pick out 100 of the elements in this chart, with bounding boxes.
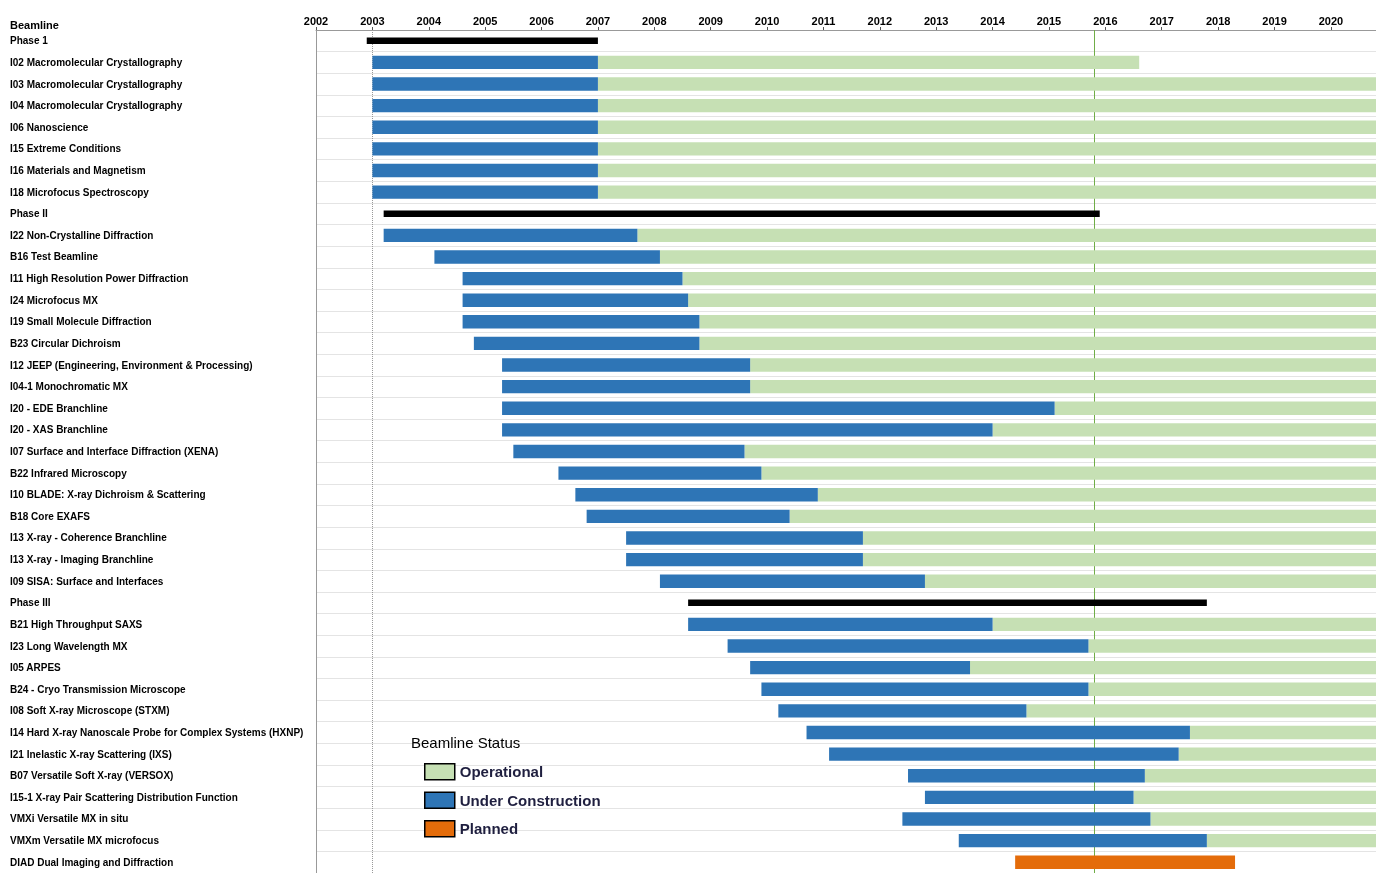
bar — [462, 293, 689, 307]
bar — [372, 77, 598, 91]
y-tick-label: I02 Macromolecular Crystallography — [10, 56, 183, 68]
y-tick-label: B24 - Cryo Transmission Microscope — [10, 683, 187, 695]
y-tick-label: I20 - XAS Branchline — [10, 424, 109, 436]
bar — [924, 574, 1376, 588]
bar — [659, 574, 925, 588]
y-tick-label: I05 ARPES — [10, 662, 62, 674]
bar — [366, 37, 598, 45]
x-tick-label: 2005 — [472, 14, 498, 27]
x-tick-label: 2009 — [698, 14, 723, 27]
y-tick-label: I18 Microfocus Spectroscopy — [10, 186, 150, 198]
bar — [1026, 704, 1376, 718]
y-tick-label: Phase III — [10, 597, 51, 609]
y-tick-label: B16 Test Beamline — [10, 251, 99, 263]
bar — [637, 228, 1376, 243]
legend-label: Under Construction — [459, 791, 601, 809]
bar — [558, 466, 762, 480]
bar — [372, 55, 598, 70]
y-tick-label: DIAD Dual Imaging and Diffraction — [10, 856, 174, 868]
bar — [372, 185, 598, 199]
y-tick-label: I23 Long Wavelength MX — [10, 640, 128, 652]
bar — [750, 358, 1376, 372]
y-tick-label: I12 JEEP (Engineering, Environment & Processing) — [10, 359, 253, 371]
y-tick-label: B22 Infrared Microscopy — [10, 467, 128, 479]
bar — [1144, 769, 1376, 783]
x-tick-label: 2008 — [642, 14, 667, 27]
y-tick-label: I07 Surface and Interface Diffraction (XENA) — [10, 446, 219, 457]
bar — [1054, 401, 1376, 415]
bar — [1178, 747, 1376, 761]
y-tick-label: I13 X-ray - Imaging Branchline — [10, 554, 154, 566]
y-tick-label: B21 High Throughput SAXS — [10, 618, 143, 630]
y-tick-label: I09 SISA: Surface and Interfaces — [10, 575, 164, 587]
bar — [502, 379, 751, 394]
legend-label: Planned — [459, 820, 519, 838]
bar — [744, 444, 1376, 459]
bar — [462, 271, 683, 286]
bar — [688, 599, 1207, 607]
bar — [513, 444, 745, 459]
bar — [1133, 790, 1376, 805]
bar — [502, 358, 751, 372]
y-tick-label: I04-1 Monochromatic MX — [10, 381, 129, 393]
bar — [992, 617, 1376, 632]
x-tick-label: 2018 — [1205, 14, 1231, 27]
y-tick-label: B18 Core EXAFS — [10, 510, 91, 522]
x-tick-label: 2014 — [980, 14, 1006, 27]
y-tick-label: I13 X-ray - Coherence Branchline — [10, 532, 168, 544]
bar — [383, 210, 1100, 217]
bar — [659, 250, 1376, 264]
bar — [597, 142, 1376, 156]
y-tick-label: I15 Extreme Conditions — [10, 143, 122, 155]
y-tick-label: I20 - EDE Branchline — [10, 402, 109, 414]
x-tick-label: 2015 — [1036, 14, 1062, 27]
x-tick-label: 2002 — [303, 14, 329, 27]
bar — [761, 682, 1089, 696]
x-tick-label: 2007 — [585, 14, 611, 27]
bar — [597, 120, 1376, 134]
bar — [1015, 855, 1236, 869]
bar — [597, 185, 1376, 199]
bar — [1189, 725, 1376, 740]
y-tick-label: I06 Nanoscience — [10, 121, 89, 133]
bar — [924, 790, 1134, 805]
y-tick-label: I11 High Resolution Power Diffraction — [10, 273, 189, 285]
bar — [597, 163, 1376, 178]
bar — [1206, 833, 1376, 848]
x-tick-label: 2020 — [1318, 14, 1344, 27]
y-tick-label: I08 Soft X-ray Microscope (STXM) — [10, 705, 170, 717]
y-tick-label: I15-1 X-ray Pair Scattering Distribution Function — [10, 791, 238, 803]
y-tick-label: Phase 1 — [10, 35, 49, 47]
bar — [682, 271, 1376, 286]
bar — [473, 336, 700, 351]
y-tick-label: I19 Small Molecule Diffraction — [10, 316, 152, 328]
x-tick-label: 2016 — [1093, 14, 1118, 27]
bar — [958, 833, 1207, 848]
x-tick-label: 2006 — [529, 14, 554, 27]
bar — [829, 747, 1179, 761]
bar — [908, 769, 1145, 783]
y-tick-label: VMXi Versatile MX in situ — [10, 813, 129, 825]
bar — [1088, 639, 1376, 653]
bar — [372, 142, 598, 156]
x-tick-label: 2004 — [416, 14, 442, 27]
y-tick-label: VMXm Versatile MX microfocus — [10, 835, 160, 847]
y-tick-label: I10 BLADE: X-ray Dichroism & Scattering — [10, 489, 206, 501]
y-tick-label: I24 Microfocus MX — [10, 294, 99, 306]
x-tick-label: 2010 — [754, 14, 780, 27]
bar — [372, 98, 598, 113]
bar — [699, 336, 1376, 351]
y-tick-label: B23 Circular Dichroism — [10, 337, 121, 349]
bar — [778, 704, 1027, 718]
x-tick-label: 2013 — [923, 14, 949, 27]
bar — [862, 531, 1376, 545]
bar — [761, 466, 1376, 480]
bar — [992, 423, 1376, 437]
bar — [1150, 812, 1376, 826]
bar — [750, 660, 971, 675]
y-tick-label: Phase II — [10, 208, 49, 220]
bar — [750, 379, 1376, 394]
bar — [817, 488, 1376, 502]
x-tick-label: 2017 — [1149, 14, 1174, 27]
y-tick-label: I03 Macromolecular Crystallography — [10, 78, 183, 90]
